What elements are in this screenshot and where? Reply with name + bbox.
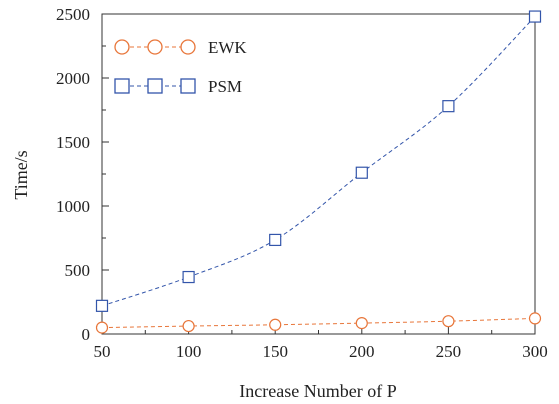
x-tick-label: 200 (349, 342, 375, 361)
data-point-psm (269, 233, 282, 247)
y-tick-label: 500 (65, 261, 91, 280)
data-point-ewk (355, 317, 368, 330)
legend-marker-ewk (147, 39, 163, 55)
y-tick-label: 1000 (56, 197, 90, 216)
y-tick-label: 2000 (56, 69, 90, 88)
series-ewk (95, 312, 542, 334)
legend-marker-psm (147, 78, 163, 94)
legend-marker-psm (180, 78, 196, 94)
data-point-ewk (442, 315, 455, 328)
data-point-ewk (269, 318, 282, 331)
legend-item-psm: PSM (114, 77, 242, 96)
legend-label-psm: PSM (208, 77, 242, 96)
legend-label-ewk: EWK (208, 38, 247, 57)
legend-marker-psm (114, 78, 130, 94)
axes (101, 13, 536, 335)
x-axis-label: Increase Number of P (239, 381, 396, 401)
y-tick-label: 0 (82, 325, 91, 344)
x-tick-label: 150 (262, 342, 288, 361)
series-psm (95, 10, 542, 312)
legend-marker-ewk (180, 39, 196, 55)
x-tick-label: 50 (94, 342, 111, 361)
x-tick-label: 250 (436, 342, 462, 361)
legend-item-ewk: EWK (114, 38, 247, 57)
data-point-ewk (95, 321, 109, 334)
data-point-ewk (182, 319, 195, 333)
data-point-ewk (528, 312, 542, 325)
data-point-psm (95, 299, 109, 312)
series-line-ewk (101, 317, 536, 329)
x-tick-label: 300 (522, 342, 548, 361)
data-point-psm (442, 100, 455, 113)
y-tick-label: 2500 (56, 5, 90, 24)
data-point-psm (182, 270, 195, 284)
data-point-psm (528, 10, 542, 23)
y-axis-label: Time/s (11, 150, 31, 199)
legend: EWK PSM (114, 38, 247, 96)
y-tick-label: 1500 (56, 133, 90, 152)
y-ticks: 0 500 1000 1500 2000 2500 (56, 5, 109, 344)
series-line-psm (101, 16, 536, 307)
x-ticks: 50 100 150 200 250 300 (94, 327, 548, 361)
data-point-psm (355, 166, 368, 179)
series-layer (95, 10, 542, 334)
x-tick-label: 100 (176, 342, 202, 361)
legend-marker-ewk (114, 39, 130, 55)
plot-frame (101, 13, 536, 335)
